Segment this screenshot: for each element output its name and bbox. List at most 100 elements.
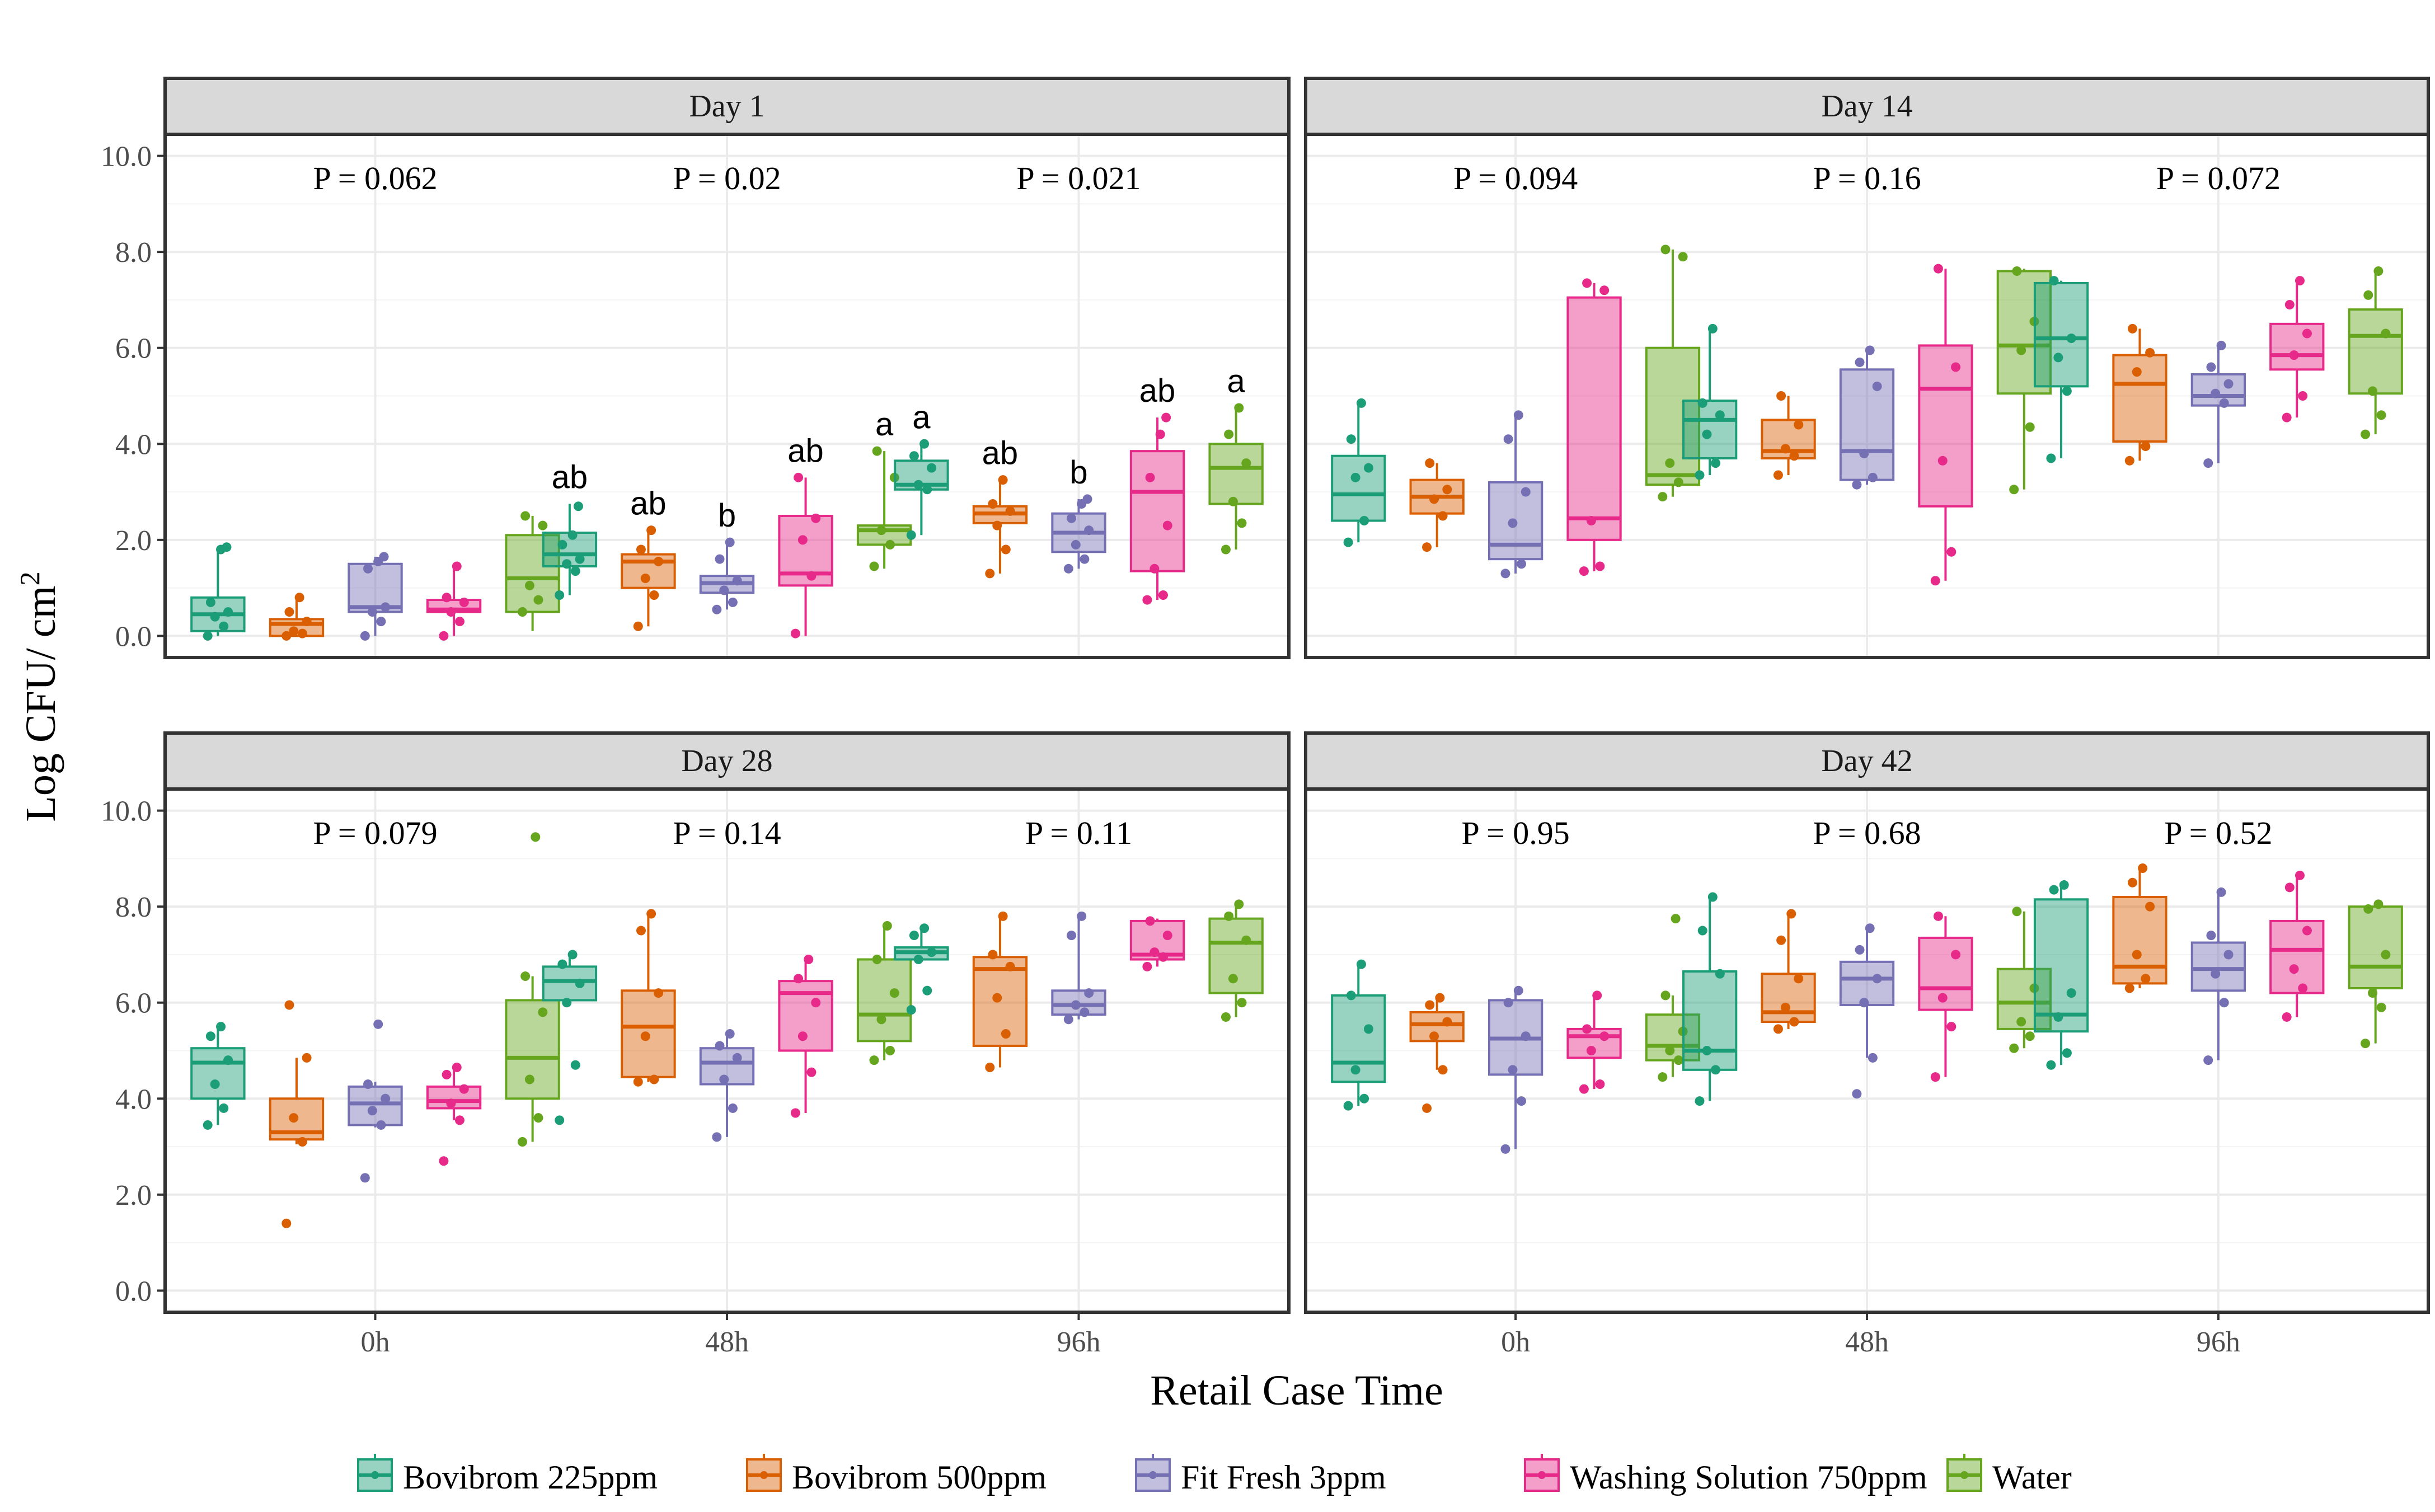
data-point [715,1041,725,1051]
data-point [872,446,882,456]
data-point [811,998,821,1008]
data-point [1158,590,1168,600]
data-point [533,1113,543,1123]
data-point [1346,434,1356,444]
data-point [1001,544,1011,555]
data-point [885,1046,895,1055]
panel-strip [1304,77,2430,136]
box-bovibrom-500ppm-0h [269,593,325,641]
data-point [1789,1017,1799,1027]
data-point [1711,1065,1721,1075]
data-point [2127,877,2137,888]
data-point [1872,974,1882,984]
box-washing-solution-750ppm-96h [2269,276,2325,422]
data-point [728,597,738,607]
y-tick-label: 0.0 [115,1275,152,1307]
data-point [712,1132,722,1142]
data-point [1359,516,1369,526]
data-point [1697,398,1707,408]
box-iqr [1566,1027,1622,1059]
significance-letter: a [1227,363,1245,400]
y-tick-label: 4.0 [115,1083,152,1115]
data-point [205,1031,215,1041]
data-point [2141,442,2151,452]
data-point [1162,931,1172,941]
data-point [654,988,664,998]
data-point [1592,990,1602,1001]
data-point [1513,410,1523,420]
data-point [531,832,541,842]
significance-letter: ab [787,433,824,469]
data-point [1500,1144,1510,1154]
data-point [367,1106,377,1116]
data-point [517,1137,527,1147]
data-point [2289,964,2299,974]
box-fit-fresh-3ppm-48h [699,1029,755,1142]
data-point [927,947,937,957]
data-point [725,1029,735,1039]
data-point [1005,506,1015,516]
box-bovibrom-225ppm-0h [1331,959,1386,1111]
significance-letter: a [875,406,894,443]
data-point [1516,559,1526,569]
panel-border [163,133,1291,659]
data-point [919,923,930,933]
data-point [2284,300,2295,310]
data-point [654,556,664,566]
data-point [732,576,742,586]
data-point [1859,998,1869,1008]
p-value-label: P = 0.16 [1813,160,1921,196]
box-fit-fresh-3ppm-96h: b [1051,454,1106,574]
data-point [649,590,659,600]
data-point [567,530,578,540]
data-point [1234,899,1244,909]
data-point [2132,950,2142,960]
data-point [1586,1046,1596,1055]
data-point [1946,1022,1957,1032]
y-axis-title-text: Log CFU/ cm [17,585,64,821]
data-point [1500,569,1510,579]
data-point [1224,911,1234,921]
data-point [284,607,294,617]
box-iqr [1839,960,1895,1007]
data-point [2145,348,2155,358]
box-water-48h [1996,907,2052,1053]
data-point [1516,1096,1526,1106]
box-bovibrom-225ppm-96h [894,923,949,1015]
data-point [219,621,229,631]
data-point [524,580,534,590]
data-point [2046,1060,2056,1070]
data-point [2138,863,2148,874]
panel-strip-label: Day 28 [681,744,772,778]
box-bovibrom-225ppm-0h [190,1022,246,1130]
y-tick-label: 8.0 [115,891,152,923]
data-point [1695,1096,1705,1106]
data-point [297,628,307,638]
data-point [1145,472,1155,482]
box-iqr [1566,296,1622,541]
data-point [2298,983,2308,993]
box-water-48h [1996,266,2052,495]
data-point [1234,403,1244,413]
significance-letter: b [1069,454,1087,491]
box-iqr [856,958,912,1043]
data-point [992,993,1002,1003]
data-point [1422,1103,1432,1113]
box-iqr [1996,270,2052,395]
data-point [646,909,656,919]
box-iqr [542,965,598,1002]
data-point [1350,1065,1360,1075]
data-point [222,542,232,552]
box-fit-fresh-3ppm-96h [1051,911,1106,1025]
box-iqr [1918,344,1973,508]
data-point [1077,911,1087,921]
data-point [2046,453,2056,463]
data-point [1237,518,1247,528]
data-point [1161,412,1171,422]
data-point [1442,1017,1452,1027]
p-value-label: P = 0.072 [2156,160,2281,196]
box-bovibrom-500ppm-0h [1409,993,1465,1113]
significance-letter: ab [630,486,667,522]
box-washing-solution-750ppm-48h [1918,264,1973,586]
